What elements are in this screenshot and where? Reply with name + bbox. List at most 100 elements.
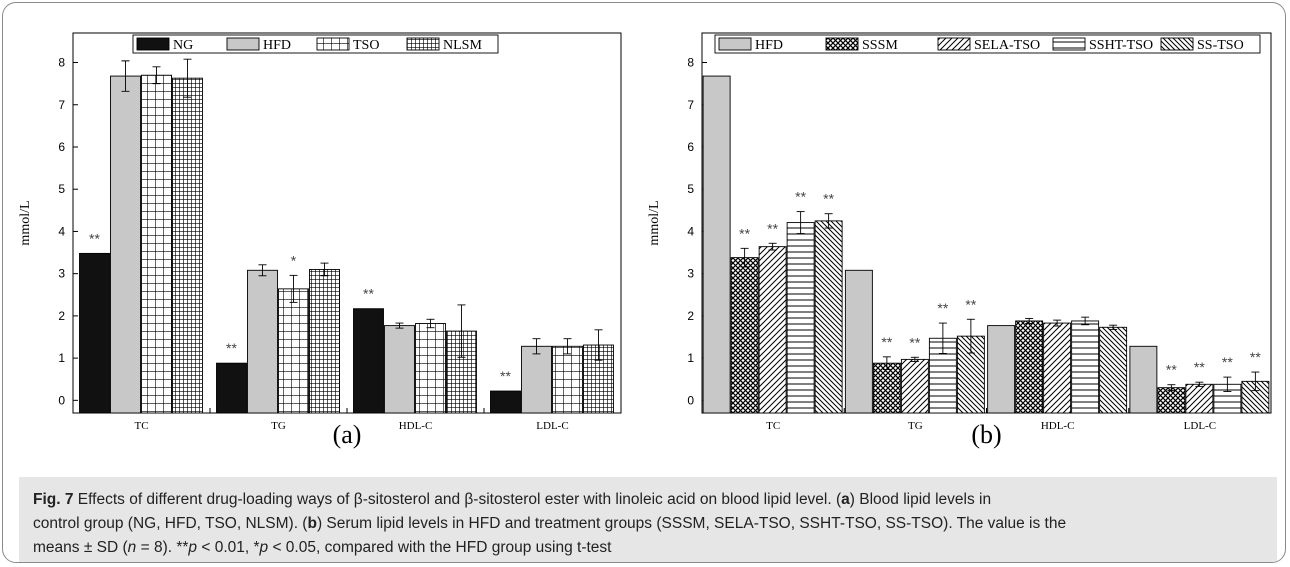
bar-sssm-tc [730,257,759,414]
bar-sela-tso-tc [758,246,787,414]
caption-panel-b: b [307,515,317,532]
bar-tso-hdl-c [415,323,446,414]
y-tick-label: 3 [58,267,65,281]
y-axis-label: mmol/L [18,200,33,245]
caption-text: ) Serum lipid levels in HFD and treatmen… [316,515,1067,532]
y-tick-label: 1 [687,351,694,365]
bar-ng-tc [79,252,110,414]
caption-line-2: control group (NG, HFD, TSO, NLSM). (b) … [33,512,1263,536]
caption-p: p [188,539,198,556]
bar-ss-tso-hdl-c [1099,326,1128,414]
caption-text: control group (NG, HFD, TSO, NLSM). ( [33,515,308,532]
legend-swatch [316,37,350,51]
bar-tso-tg [278,288,309,414]
y-tick-label: 4 [58,224,65,238]
y-tick-label: 5 [58,182,65,196]
bar-sssm-tg [872,362,901,414]
y-tick-label: 3 [687,267,694,281]
legend-swatch [937,37,971,51]
legend-swatch [718,37,752,51]
bar-ssht-tso-hdl-c [1071,320,1100,414]
significance-label: ** [363,286,374,302]
significance-label: ** [909,334,920,350]
bar-hfd-hdl-c [384,325,415,414]
bar-sssm-hdl-c [1015,320,1044,414]
legend-swatch [825,37,859,51]
caption-p: p [259,539,269,556]
significance-label: ** [500,368,511,384]
chart-legend: HFD SSSM SELA-TSO SSHT-TSO SS-TSO [714,34,1261,54]
x-tick-label: HDL-C [1041,420,1075,432]
bar-ng-ldl-c [490,390,521,414]
chart-canvas: 012345678mmol/LTC**TG***HDL-C**LDL-C**NG… [18,32,1272,449]
caption-fig-label: Fig. 7 [33,491,74,508]
chart-panel-a: 012345678mmol/LTC**TG***HDL-C**LDL-C**NG… [18,32,622,449]
legend-entry: TSO [353,38,379,53]
bar-ng-hdl-c [353,308,384,414]
y-tick-label: 0 [58,393,65,407]
figure-caption: Fig. 7 Effects of different drug-loading… [19,477,1277,562]
x-tick-label: TG [908,420,923,432]
bar-ng-tg [216,362,247,414]
legend-entry: HFD [263,38,291,53]
bar-hfd-ldl-c [1129,345,1158,414]
significance-label: ** [739,225,750,241]
y-tick-label: 2 [58,309,65,323]
bar-tso-tc [141,74,172,414]
y-tick-label: 0 [687,393,694,407]
bar-sela-tso-tg [900,358,929,414]
bar-nlsm-tc [172,77,203,414]
y-tick-label: 7 [687,98,694,112]
significance-label: ** [823,191,834,207]
significance-label: ** [1222,354,1233,370]
caption-panel-a: a [841,491,850,508]
y-tick-label: 2 [687,309,694,323]
bar-hfd-ldl-c [521,345,552,414]
y-tick-label: 5 [687,182,694,196]
bar-sssm-ldl-c [1157,387,1186,414]
significance-label: ** [965,296,976,312]
y-tick-label: 7 [58,98,65,112]
chart-legend: NG HFD TSO NLSM [132,34,499,54]
significance-label: ** [1194,359,1205,375]
legend-entry: HFD [755,38,783,53]
legend-entry: SSHT-TSO [1089,38,1153,53]
bar-hfd-tg [844,269,873,414]
y-axis-label: mmol/L [647,200,662,245]
x-tick-label: TC [134,420,148,432]
chart-panel-b: 0 1 2 3 4 5 6 7 8 mmol/L TC ** ** ** ** TG ** ** ** ** HDL-C… [647,32,1272,449]
legend-swatch [1160,37,1194,51]
caption-text: ) Blood lipid levels in [849,491,992,508]
y-tick-label: 8 [687,56,694,70]
x-tick-label: LDL-C [536,420,568,432]
panel-label: (a) [333,420,362,449]
bar-sela-tso-ldl-c [1185,383,1214,414]
legend-entry: SSSM [862,38,898,53]
x-tick-label: LDL-C [1184,420,1216,432]
legend-swatch [1052,37,1086,51]
panel-label: (b) [971,420,1001,449]
caption-text: < 0.05, compared with the HFD group usin… [268,539,612,556]
significance-label: ** [767,220,778,236]
bar-tso-ldl-c [552,345,583,414]
significance-label: ** [226,340,237,356]
bar-hfd-tc [110,75,141,414]
y-tick-label: 6 [58,140,65,154]
x-tick-label: TG [271,420,286,432]
legend-entry: NLSM [443,38,482,53]
caption-text: = 8). ** [136,539,189,556]
significance-label: ** [89,230,100,246]
bar-hfd-tg [247,269,278,414]
bar-nlsm-tg [309,268,340,414]
y-tick-label: 1 [58,351,65,365]
x-tick-label: TC [766,420,780,432]
caption-line-3: means ± SD (n = 8). **p < 0.01, *p < 0.0… [33,536,1263,560]
bar-ss-tso-tc [814,220,843,414]
legend-entry: NG [173,38,193,53]
y-tick-label: 4 [687,224,694,238]
x-tick-label: HDL-C [399,420,433,432]
significance-label: ** [795,189,806,205]
bar-ssht-tso-tc [786,222,815,414]
bar-ssht-tso-ldl-c [1213,383,1242,414]
